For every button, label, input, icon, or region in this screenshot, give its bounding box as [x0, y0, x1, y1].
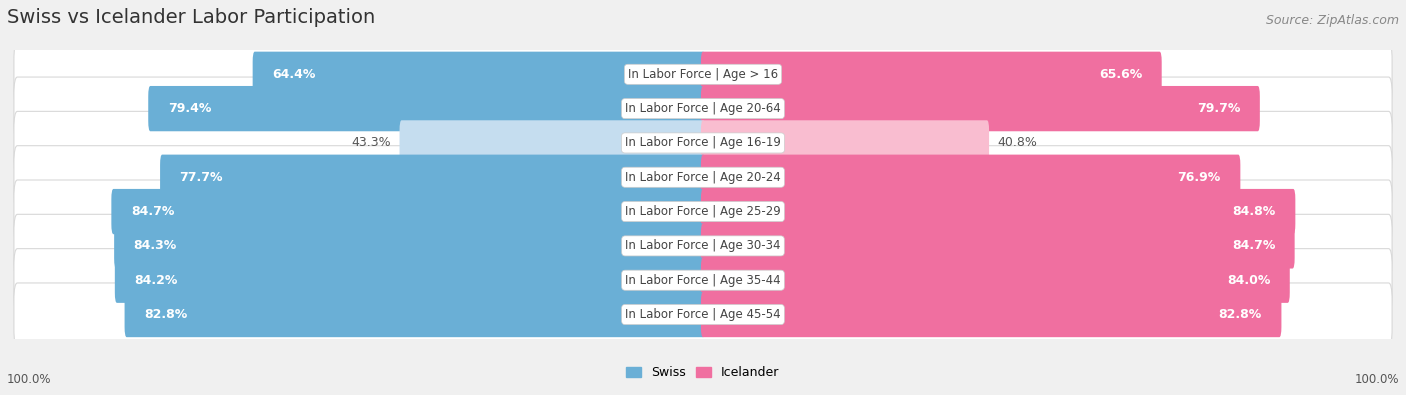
- FancyBboxPatch shape: [702, 223, 1295, 269]
- Text: In Labor Force | Age 35-44: In Labor Force | Age 35-44: [626, 274, 780, 287]
- FancyBboxPatch shape: [14, 43, 1392, 106]
- FancyBboxPatch shape: [399, 120, 704, 166]
- FancyBboxPatch shape: [253, 52, 704, 97]
- FancyBboxPatch shape: [14, 146, 1392, 209]
- Text: 79.7%: 79.7%: [1197, 102, 1240, 115]
- FancyBboxPatch shape: [702, 154, 1240, 200]
- FancyBboxPatch shape: [14, 248, 1392, 312]
- Text: 64.4%: 64.4%: [273, 68, 315, 81]
- FancyBboxPatch shape: [14, 111, 1392, 175]
- Text: 43.3%: 43.3%: [352, 136, 391, 149]
- FancyBboxPatch shape: [14, 214, 1392, 277]
- FancyBboxPatch shape: [702, 52, 1161, 97]
- Text: 79.4%: 79.4%: [167, 102, 211, 115]
- Text: 84.8%: 84.8%: [1233, 205, 1275, 218]
- Text: 82.8%: 82.8%: [143, 308, 187, 321]
- FancyBboxPatch shape: [160, 154, 704, 200]
- Text: In Labor Force | Age 30-34: In Labor Force | Age 30-34: [626, 239, 780, 252]
- Text: 65.6%: 65.6%: [1099, 68, 1142, 81]
- FancyBboxPatch shape: [148, 86, 704, 131]
- Text: In Labor Force | Age 16-19: In Labor Force | Age 16-19: [626, 136, 780, 149]
- Text: 84.0%: 84.0%: [1227, 274, 1270, 287]
- Text: 84.3%: 84.3%: [134, 239, 177, 252]
- FancyBboxPatch shape: [111, 189, 704, 234]
- Text: In Labor Force | Age 25-29: In Labor Force | Age 25-29: [626, 205, 780, 218]
- FancyBboxPatch shape: [115, 258, 704, 303]
- FancyBboxPatch shape: [702, 189, 1295, 234]
- Text: In Labor Force | Age > 16: In Labor Force | Age > 16: [628, 68, 778, 81]
- Text: In Labor Force | Age 45-54: In Labor Force | Age 45-54: [626, 308, 780, 321]
- Text: 100.0%: 100.0%: [1354, 373, 1399, 386]
- FancyBboxPatch shape: [14, 77, 1392, 140]
- Legend: Swiss, Icelander: Swiss, Icelander: [621, 361, 785, 384]
- FancyBboxPatch shape: [702, 86, 1260, 131]
- FancyBboxPatch shape: [14, 283, 1392, 346]
- Text: 84.2%: 84.2%: [135, 274, 177, 287]
- Text: 100.0%: 100.0%: [7, 373, 52, 386]
- Text: 84.7%: 84.7%: [1232, 239, 1275, 252]
- FancyBboxPatch shape: [14, 180, 1392, 243]
- Text: In Labor Force | Age 20-24: In Labor Force | Age 20-24: [626, 171, 780, 184]
- FancyBboxPatch shape: [702, 258, 1289, 303]
- Text: Swiss vs Icelander Labor Participation: Swiss vs Icelander Labor Participation: [7, 8, 375, 27]
- Text: 76.9%: 76.9%: [1178, 171, 1220, 184]
- Text: 84.7%: 84.7%: [131, 205, 174, 218]
- Text: 82.8%: 82.8%: [1219, 308, 1263, 321]
- FancyBboxPatch shape: [114, 223, 704, 269]
- Text: 77.7%: 77.7%: [180, 171, 224, 184]
- Text: Source: ZipAtlas.com: Source: ZipAtlas.com: [1265, 14, 1399, 27]
- FancyBboxPatch shape: [702, 292, 1281, 337]
- Text: In Labor Force | Age 20-64: In Labor Force | Age 20-64: [626, 102, 780, 115]
- Text: 40.8%: 40.8%: [997, 136, 1038, 149]
- FancyBboxPatch shape: [125, 292, 704, 337]
- FancyBboxPatch shape: [702, 120, 988, 166]
